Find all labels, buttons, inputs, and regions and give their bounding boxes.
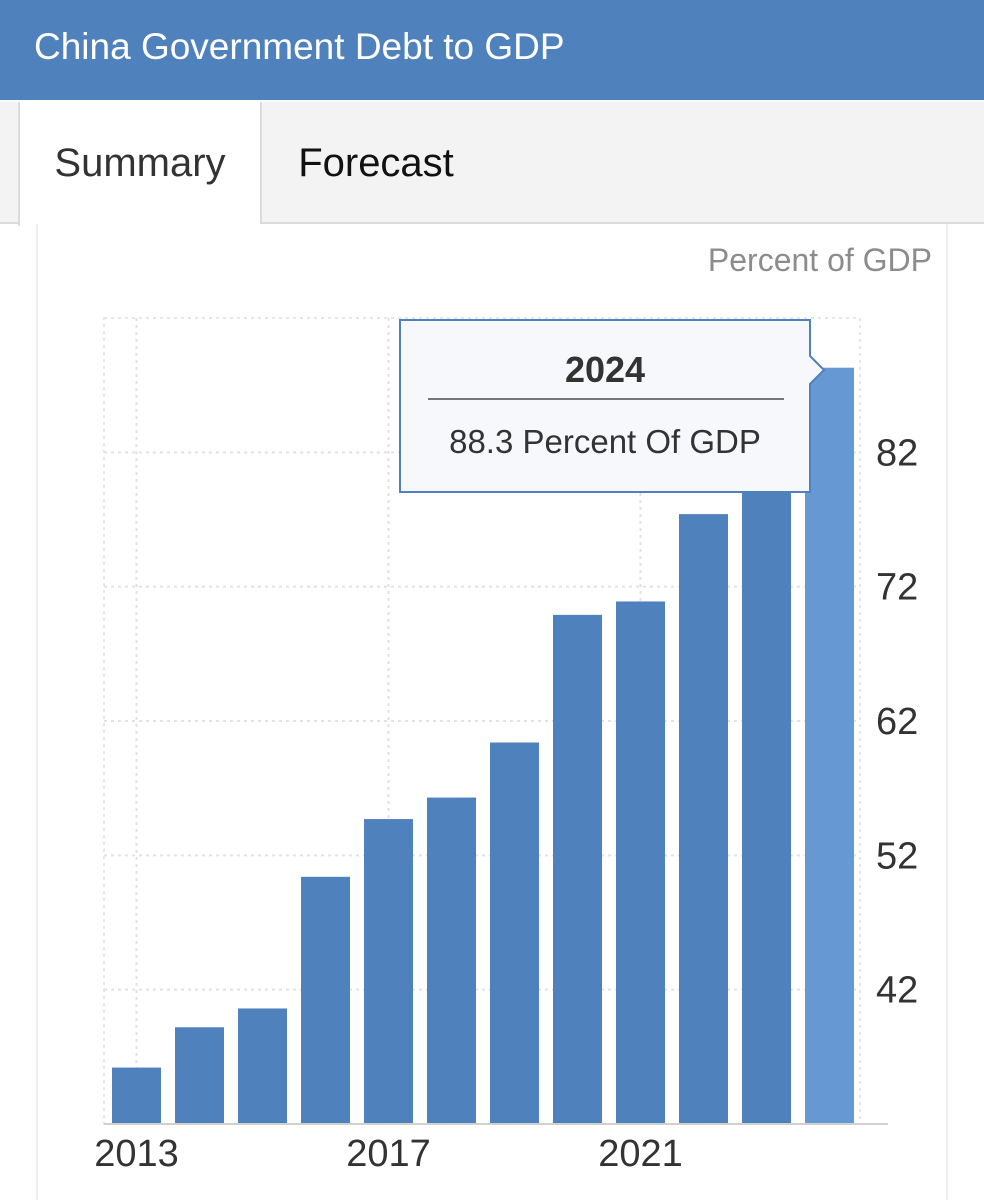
tab-bar: Summary Forecast xyxy=(0,102,984,226)
bar-2020[interactable] xyxy=(553,614,602,1124)
y-tick-label: 62 xyxy=(876,701,918,743)
header-bar: China Government Debt to GDP xyxy=(0,0,984,100)
bar-2016[interactable] xyxy=(301,876,350,1124)
tooltip-year: 2024 xyxy=(565,349,645,390)
bar-2015[interactable] xyxy=(238,1008,287,1124)
bar-2017[interactable] xyxy=(364,819,413,1124)
bar-2013[interactable] xyxy=(112,1067,161,1124)
axis-layer: 42 52 62 72 82 2013 2017 2021 xyxy=(94,432,918,1175)
x-tick-label: 2021 xyxy=(598,1133,683,1175)
y-tick-label: 52 xyxy=(876,835,918,877)
x-tick-label: 2013 xyxy=(94,1133,179,1175)
bar-2024[interactable] xyxy=(805,367,854,1124)
bar-2019[interactable] xyxy=(490,742,539,1124)
x-tick-label: 2017 xyxy=(346,1133,431,1175)
y-tick-label: 72 xyxy=(876,567,918,609)
y-tick-label: 82 xyxy=(876,432,918,474)
tooltip-box xyxy=(399,319,826,493)
tab-summary[interactable]: Summary xyxy=(18,102,262,226)
y-tick-label: 42 xyxy=(876,970,918,1012)
bar-2022[interactable] xyxy=(679,514,728,1124)
tab-forecast[interactable]: Forecast xyxy=(298,141,454,185)
bars-layer xyxy=(112,367,854,1124)
bar-2018[interactable] xyxy=(427,797,476,1124)
bar-2014[interactable] xyxy=(175,1027,224,1124)
bar-2021[interactable] xyxy=(616,601,665,1124)
unit-label: Percent of GDP xyxy=(707,242,932,278)
page-title: China Government Debt to GDP xyxy=(34,26,565,67)
tooltip: 2024 88.3 Percent Of GDP xyxy=(399,319,826,493)
tooltip-value: 88.3 Percent Of GDP xyxy=(449,423,761,460)
bar-2023[interactable] xyxy=(742,420,791,1124)
